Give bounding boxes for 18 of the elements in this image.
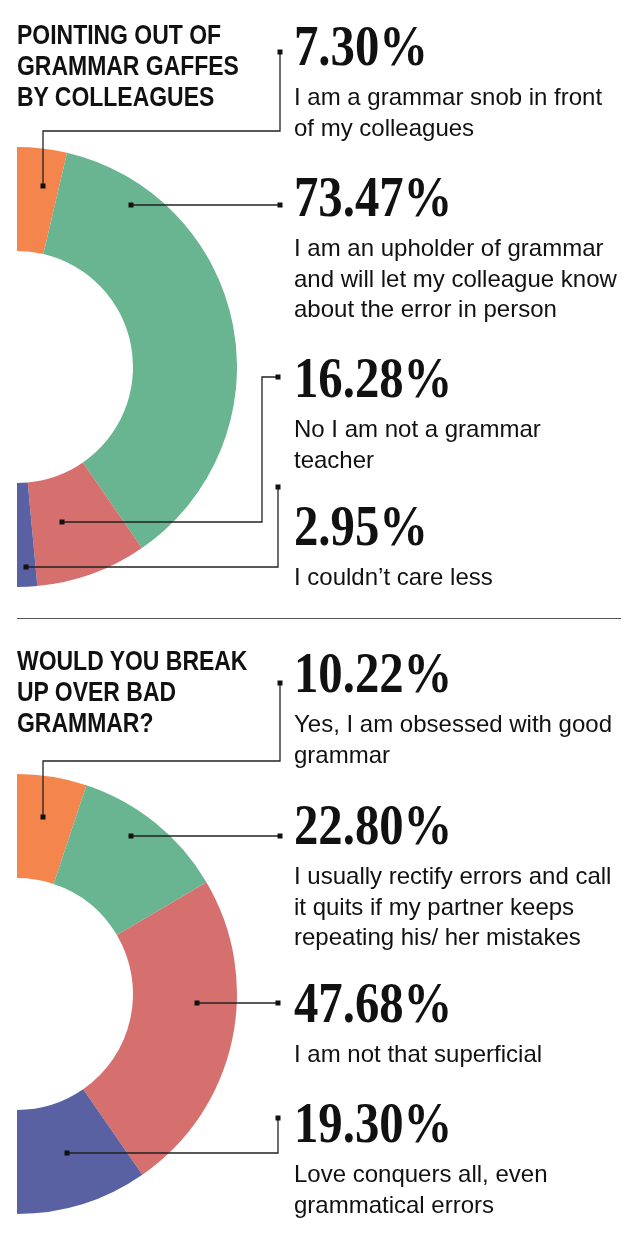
slice-label: Yes, I am obsessed with good grammar	[294, 709, 613, 770]
data-label: 73.47%	[294, 166, 453, 228]
slice-label: I am a grammar snob in front of my colleagues	[294, 82, 604, 143]
data-label: 47.68%	[294, 972, 453, 1034]
data-label: 2.95%	[294, 495, 428, 557]
slice-label: No I am not a grammar teacher	[294, 414, 542, 475]
text: POINTING OUT OF GRAMMAR GAFFES BY COLLEAGUES	[17, 19, 240, 112]
text: WOULD YOU BREAK UP OVER BAD GRAMMAR?	[17, 645, 249, 738]
data-label: 16.28%	[294, 347, 453, 409]
data-label: 7.30%	[294, 15, 428, 77]
slice-label: I couldn’t care less	[294, 562, 494, 592]
slice-label: I usually rectify errors and call it quits if my partner keeps repeating his/ her mistakes	[294, 861, 613, 952]
data-label: 22.80%	[294, 794, 453, 856]
data-label: 19.30%	[294, 1092, 453, 1154]
slice-label: I am an upholder of grammar and will let my colleague know about the error in person	[294, 233, 618, 324]
data-label: 10.22%	[294, 642, 453, 704]
slice-label: Love conquers all, even grammatical errors	[294, 1159, 549, 1220]
slice-label: I am not that superficial	[294, 1039, 544, 1069]
